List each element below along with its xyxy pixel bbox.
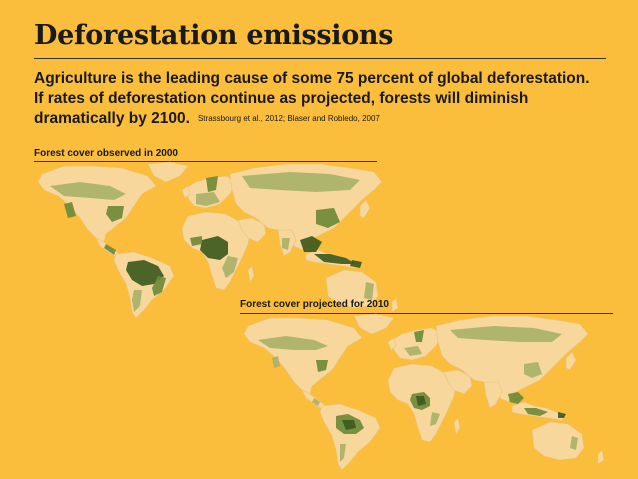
map-2000-label-rule	[34, 161, 377, 162]
forest-andes-south	[132, 290, 142, 312]
forest-siberia	[242, 172, 360, 192]
title-divider	[34, 58, 606, 59]
forest-atlantic-brazil	[152, 276, 166, 296]
subtitle-line-2: If rates of deforestation continue as pr…	[34, 90, 529, 107]
land-greenland	[147, 161, 189, 183]
source-citation: Strassbourg et al., 2012; Blaser and Rob…	[197, 114, 380, 123]
subtitle-line-1: Agriculture is the leading cause of some…	[34, 70, 590, 87]
slide-title: Deforestation emissions	[34, 20, 394, 51]
forest-central-america	[312, 398, 320, 406]
forest-indonesia	[314, 254, 356, 264]
forest-cover	[50, 172, 374, 312]
map-2010-label: Forest cover projected for 2010	[240, 299, 389, 310]
land-australia	[531, 421, 585, 461]
forest-west-africa	[190, 236, 202, 246]
forest-east-africa	[430, 412, 440, 426]
forest-southeast-asia	[300, 236, 322, 252]
land-madagascar	[247, 265, 255, 283]
forest-pacific-nw	[64, 202, 76, 218]
forest-boreal-canada	[50, 182, 126, 200]
world-map-2010	[243, 313, 605, 471]
forest-andes-south	[340, 444, 346, 462]
forest-eastern-us	[106, 206, 124, 222]
forest-amazon-core	[342, 420, 356, 430]
forest-eastern-us	[316, 360, 328, 372]
land-north-america	[243, 317, 363, 395]
forest-congo-core	[416, 396, 426, 406]
forest-china	[316, 208, 340, 228]
forest-boreal-canada	[258, 336, 328, 350]
forest-cover	[258, 326, 578, 462]
forest-china	[524, 362, 542, 378]
map-2000-label: Forest cover observed in 2000	[34, 148, 178, 159]
land-india	[483, 381, 503, 409]
forest-new-guinea	[350, 260, 362, 268]
forest-new-guinea	[558, 412, 566, 418]
forest-amazon	[126, 260, 164, 286]
subtitle-line-3: dramatically by 2100. Strassbourg et al.,…	[34, 109, 624, 129]
land-greenland	[353, 313, 395, 335]
forest-india	[282, 238, 290, 250]
land-madagascar	[453, 417, 461, 435]
forest-east-africa	[222, 256, 238, 278]
land-arabia	[443, 369, 473, 395]
forest-europe	[404, 346, 422, 356]
land-new-zealand	[597, 449, 605, 465]
forest-siberia	[450, 326, 562, 342]
land-north-america	[37, 165, 157, 243]
forest-central-america	[104, 244, 116, 255]
forest-southeast-asia	[508, 392, 524, 404]
subtitle-line-3-text: dramatically by 2100.	[34, 110, 190, 127]
land-south-america	[319, 403, 381, 471]
forest-congo	[200, 236, 228, 260]
forest-pacific-nw	[272, 356, 280, 368]
land-europe	[391, 327, 443, 361]
forest-europe	[196, 192, 220, 206]
land-japan	[359, 199, 371, 219]
land-arabia	[237, 217, 267, 243]
land-uk	[181, 185, 191, 199]
forest-indonesia	[524, 408, 548, 416]
map-2010-label-rule	[240, 313, 613, 314]
forest-scandinavia	[414, 330, 424, 342]
forest-scandinavia	[206, 176, 218, 192]
slide-subtitle: Agriculture is the leading cause of some…	[34, 69, 624, 129]
world-map-2000	[37, 161, 399, 319]
forest-east-australia	[570, 436, 578, 450]
land-uk	[387, 337, 397, 351]
land-australia	[325, 269, 379, 309]
forest-east-australia	[364, 282, 374, 300]
land-japan	[565, 351, 577, 371]
land-new-zealand	[391, 297, 399, 313]
